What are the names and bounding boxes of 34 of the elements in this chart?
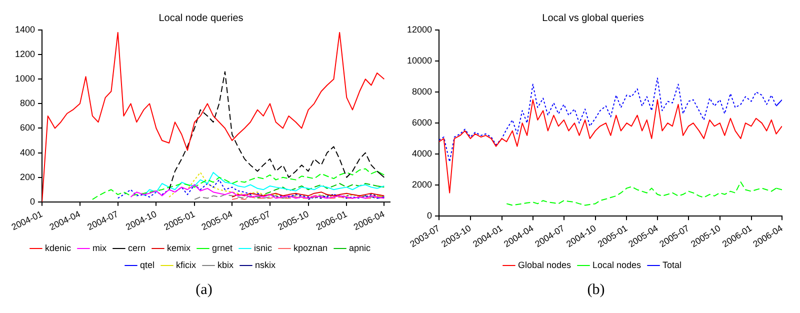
y-tick-label: 8000: [412, 86, 432, 97]
y-tick-label: 400: [20, 147, 36, 158]
y-tick-label: 1400: [14, 24, 36, 34]
legend-label: mix: [92, 242, 107, 253]
legend-label: Total: [662, 260, 682, 270]
y-tick-label: 0: [30, 196, 36, 206]
legend-label: grnet: [212, 242, 233, 253]
text: (a): [194, 281, 214, 300]
y-tick-label: 200: [20, 172, 36, 182]
y-tick-label: 12000: [406, 24, 432, 34]
y-tick-label: 600: [20, 122, 36, 133]
y-tick-label: 1000: [14, 74, 36, 84]
y-tick-label: 800: [20, 98, 36, 108]
legend-label: cern: [128, 242, 146, 253]
y-tick-label: 2000: [412, 180, 432, 190]
legend-label: Local nodes: [592, 260, 642, 270]
legend-label: apnic: [349, 242, 372, 253]
y-tick-label: 4000: [412, 148, 432, 159]
legend-label: kdenic: [44, 242, 72, 253]
legend-label: qtel: [140, 260, 155, 270]
legend-label: kemix: [166, 242, 191, 253]
legend-label: kbix: [218, 260, 234, 270]
legend-label: kpoznan: [294, 242, 328, 253]
chart-title: Local node queries: [158, 12, 244, 24]
y-tick-label: 6000: [412, 118, 432, 128]
chart-title: Local vs global queries: [542, 12, 644, 24]
legend-label: nskix: [255, 260, 276, 270]
y-tick-label: 1200: [14, 49, 36, 60]
text: (b): [586, 281, 606, 300]
legend-label: Global nodes: [518, 260, 572, 270]
legend-label: kficix: [176, 260, 196, 270]
y-tick-label: 10000: [406, 56, 432, 66]
y-tick-label: 0: [427, 210, 432, 221]
legend-label: isnic: [254, 242, 272, 253]
